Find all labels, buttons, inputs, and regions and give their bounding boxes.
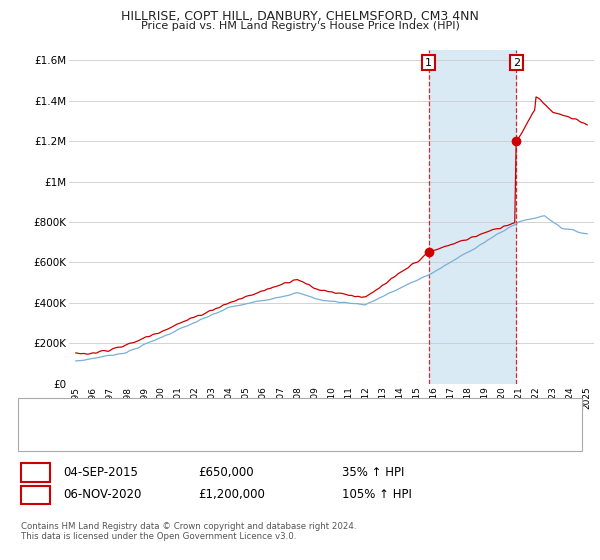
Text: Price paid vs. HM Land Registry's House Price Index (HPI): Price paid vs. HM Land Registry's House …	[140, 21, 460, 31]
Text: 06-NOV-2020: 06-NOV-2020	[63, 488, 142, 501]
Text: HPI: Average price, detached house, Chelmsford: HPI: Average price, detached house, Chel…	[75, 433, 317, 443]
Text: 2: 2	[32, 488, 39, 501]
Text: 35% ↑ HPI: 35% ↑ HPI	[342, 465, 404, 479]
Text: 1: 1	[32, 465, 39, 479]
Text: 2: 2	[513, 58, 520, 68]
Text: HILLRISE, COPT HILL, DANBURY, CHELMSFORD, CM3 4NN (detached house): HILLRISE, COPT HILL, DANBURY, CHELMSFORD…	[75, 410, 449, 421]
Text: £650,000: £650,000	[198, 465, 254, 479]
Text: Contains HM Land Registry data © Crown copyright and database right 2024.
This d: Contains HM Land Registry data © Crown c…	[21, 522, 356, 542]
Bar	[428, 50, 517, 384]
Text: £1,200,000: £1,200,000	[198, 488, 265, 501]
Text: 04-SEP-2015: 04-SEP-2015	[63, 465, 138, 479]
Text: 105% ↑ HPI: 105% ↑ HPI	[342, 488, 412, 501]
Text: 1: 1	[425, 58, 432, 68]
Text: HILLRISE, COPT HILL, DANBURY, CHELMSFORD, CM3 4NN: HILLRISE, COPT HILL, DANBURY, CHELMSFORD…	[121, 10, 479, 23]
